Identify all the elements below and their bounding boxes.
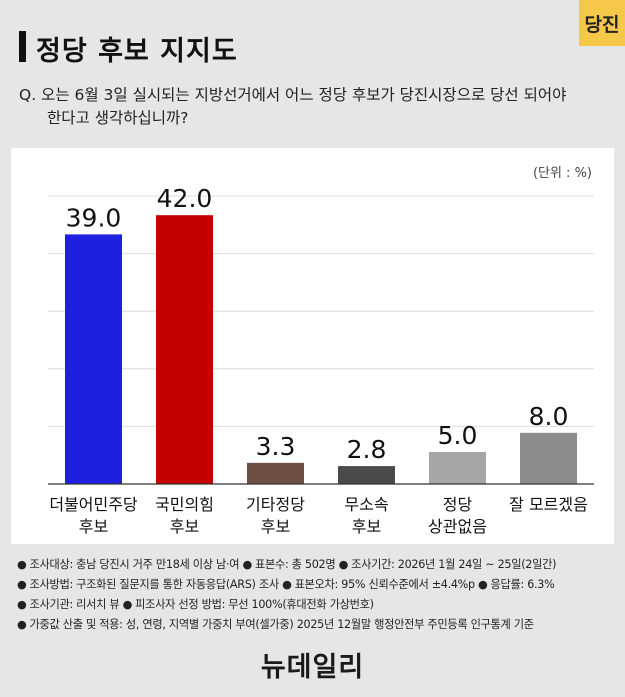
bar [65,234,122,484]
note-row: ● 가중값 산출 및 적용: 성, 연령, 지역별 가중치 부여(셀가중) 202… [17,615,617,635]
bar [247,462,304,484]
bullet-icon: ● [17,598,27,611]
bullet-icon: ● [478,578,488,591]
category-label: 후보 [352,517,381,536]
note-item: 피조사자 선정 방법: 무선 100%(휴대전화 가상번호) [135,598,374,611]
note-row: ● 조사대상: 충남 당진시 거주 만18세 이상 남·여 ● 표본수: 총 502… [17,555,617,575]
category-label: 국민의힘 [155,495,214,514]
region-badge: 당진 [579,0,625,46]
category-label: 기타정당 [246,495,305,514]
note-item: 조사기관: 리서치 뷰 [29,598,123,611]
survey-question: Q. 오는 6월 3일 실시되는 지방선거에서 어느 정당 후보가 당진시장으로… [19,84,609,130]
category-label: 상관없음 [428,517,487,536]
note-item: 가중값 산출 및 적용: 성, 연령, 지역별 가중치 부여(셀가중) 2025… [29,618,534,631]
category-label: 무소속 [344,495,388,514]
bar-value-label: 2.8 [347,435,387,464]
bar [156,215,213,484]
bullet-icon: ● [338,558,349,571]
category-label: 잘 모르겠음 [509,495,588,514]
note-item: 조사기간: 2026년 1월 24일 ~ 25일(2일간) [351,558,557,571]
bar [338,466,395,484]
note-row: ● 조사기관: 리서치 뷰 ● 피조사자 선정 방법: 무선 100%(휴대전화 가… [17,595,617,615]
note-item: 조사방법: 구조화된 질문지를 통한 자동응답(ARS) 조사 [29,578,283,591]
survey-notes: ● 조사대상: 충남 당진시 거주 만18세 이상 남·여 ● 표본수: 총 502… [17,555,617,635]
bullet-icon: ● [242,558,253,571]
unit-label: (단위 : %) [532,166,592,181]
category-label: 더불어민주당 [49,495,138,514]
page-title: 정당 후보 지지도 [36,36,238,67]
category-label: 후보 [170,517,199,536]
bar [520,432,577,484]
bar-value-label: 8.0 [529,402,569,431]
category-label: 정당 [443,495,473,514]
note-item: 조사대상: 충남 당진시 거주 만18세 이상 남·여 [29,558,243,571]
category-label: 후보 [79,517,108,536]
bar-value-label: 42.0 [157,184,213,213]
note-item: 응답률: 6.3% [490,578,555,591]
bar [429,452,486,484]
note-row: ● 조사방법: 구조화된 질문지를 통한 자동응답(ARS) 조사 ● 표본오차: … [17,575,617,595]
bullet-icon: ● [17,558,27,571]
bullet-icon: ● [282,578,292,591]
note-item: 표본오차: 95% 신뢰수준에서 ±4.4%p [294,578,479,591]
title-marker [19,31,26,62]
bullet-icon: ● [17,618,27,631]
bar-value-label: 39.0 [66,203,122,232]
bar-value-label: 5.0 [438,421,478,450]
question-line-2: 한다고 생각하십니까? [47,109,189,127]
note-item: 표본수: 총 502명 [254,558,339,571]
publisher-logo: 뉴데일리 [260,652,365,683]
bullet-icon: ● [17,578,27,591]
bar-value-label: 3.3 [256,432,296,461]
bullet-icon: ● [122,598,133,611]
category-label: 후보 [261,517,290,536]
question-line-1: Q. 오는 6월 3일 실시되는 지방선거에서 어느 정당 후보가 당진시장으로… [19,86,567,104]
